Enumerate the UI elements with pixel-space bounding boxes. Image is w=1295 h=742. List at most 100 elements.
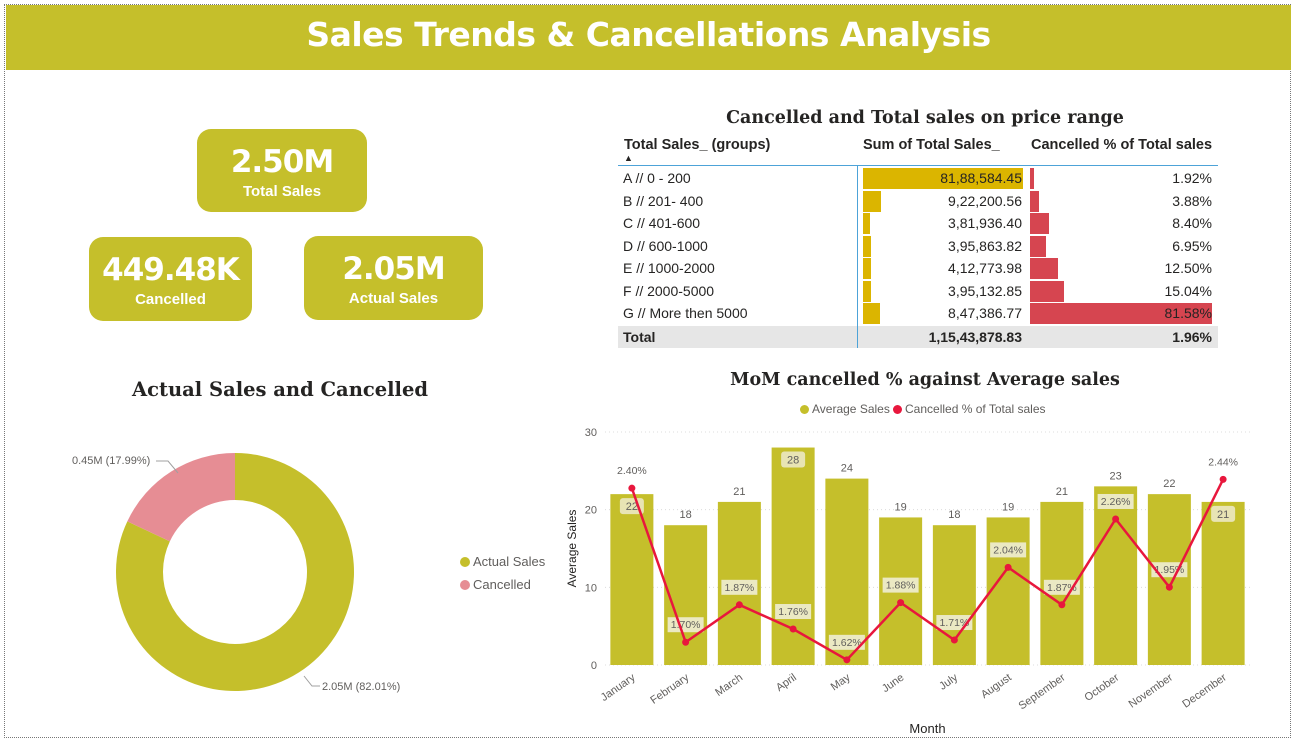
- y-tick-label: 0: [591, 660, 597, 672]
- cancelled-pct-line[interactable]: [630, 478, 1225, 662]
- pct-data-bar: [1030, 280, 1064, 302]
- table-row[interactable]: B // 201- 400 9,22,200.56 3.88%: [618, 190, 1218, 213]
- donut-legend-cancelled[interactable]: Cancelled: [460, 577, 531, 592]
- row-pct-value: 8.40%: [1172, 215, 1212, 231]
- kpi-cancelled-card[interactable]: 449.48K Cancelled: [89, 237, 252, 321]
- donut-slice-actual-sales[interactable]: [115, 453, 354, 691]
- pct-data-bar: [1030, 213, 1049, 234]
- cancelled-pct-point[interactable]: [789, 625, 797, 633]
- price-range-table[interactable]: Total Sales_ (groups) ▲ Sum of Total Sal…: [618, 134, 1218, 348]
- average-sales-bar[interactable]: [1094, 486, 1138, 665]
- average-sales-data-label: 18: [948, 509, 960, 521]
- cancelled-pct-data-label: 1.70%: [671, 619, 701, 631]
- average-sales-bar[interactable]: [825, 478, 869, 665]
- cancelled-pct-point[interactable]: [682, 638, 690, 646]
- table-row[interactable]: D // 600-1000 3,95,863.82 6.95%: [618, 235, 1218, 258]
- data-label-bg: [1097, 493, 1134, 509]
- table-row[interactable]: G // More then 5000 8,47,386.77 81.58%: [618, 302, 1218, 325]
- cancelled-label-leader: [156, 460, 179, 474]
- x-tick-label: September: [1017, 671, 1068, 712]
- x-tick-label: May: [829, 671, 853, 693]
- average-sales-data-label: 28: [787, 455, 799, 467]
- average-sales-data-label: 21: [733, 486, 745, 498]
- data-label-bg: [1151, 562, 1188, 578]
- combo-legend-cancelled-pct[interactable]: Cancelled % of Total sales: [893, 402, 1046, 416]
- data-label-bg: [1211, 505, 1236, 522]
- table-total-row: Total 1,15,43,878.83 1.96%: [618, 326, 1218, 348]
- row-group-label: C // 401-600: [623, 215, 701, 231]
- average-sales-data-label: 19: [895, 501, 907, 513]
- sum-data-bar: [863, 213, 871, 234]
- cancelled-pct-point[interactable]: [950, 636, 958, 644]
- cancelled-pct-point[interactable]: [735, 601, 743, 609]
- legend-dot-cancelled-pct: [893, 405, 902, 414]
- cancelled-pct-point[interactable]: [1165, 583, 1173, 591]
- sum-data-bar: [863, 303, 880, 324]
- cancelled-pct-point[interactable]: [1004, 563, 1012, 571]
- cancelled-pct-data-label: 1.71%: [939, 617, 969, 629]
- average-sales-data-label: 22: [1163, 478, 1175, 490]
- x-tick-label: March: [713, 672, 745, 699]
- average-sales-bar[interactable]: [986, 517, 1030, 665]
- table-row[interactable]: C // 401-600 3,81,936.40 8.40%: [618, 212, 1218, 235]
- y-tick-label: 10: [585, 582, 597, 594]
- pct-data-bar: [1030, 190, 1039, 212]
- average-sales-data-label: 21: [1217, 509, 1229, 521]
- pct-data-bar: [1030, 258, 1058, 279]
- sum-data-bar: [863, 280, 871, 302]
- kpi-actual-sales-label: Actual Sales: [348, 290, 439, 307]
- x-tick-label: February: [648, 671, 691, 706]
- cancelled-pct-point[interactable]: [897, 599, 905, 607]
- row-group-label: G // More then 5000: [623, 305, 748, 321]
- average-sales-bar[interactable]: [610, 494, 654, 665]
- y-tick-label: 20: [585, 505, 597, 517]
- cancelled-pct-point[interactable]: [1112, 515, 1120, 523]
- table-row[interactable]: F // 2000-5000 3,95,132.85 15.04%: [618, 280, 1218, 303]
- combo-legend-average-sales[interactable]: Average Sales: [800, 402, 890, 416]
- mom-combo-chart[interactable]: 0 10 20 30 Average Sales Month 22 2.40% January 1…: [560, 395, 1260, 740]
- table-row[interactable]: A // 0 - 200 81,88,584.45 1.92%: [618, 167, 1218, 190]
- sort-ascending-icon[interactable]: ▲: [624, 153, 633, 163]
- cancelled-pct-point[interactable]: [628, 484, 636, 492]
- cancelled-pct-point[interactable]: [1219, 475, 1227, 483]
- data-label-bg: [775, 604, 812, 620]
- donut-chart[interactable]: 0.45M (17.99%) 2.05M (82.01%): [20, 430, 560, 730]
- column-divider: [857, 166, 858, 348]
- pct-data-bar: [1030, 168, 1035, 189]
- row-pct-value: 1.92%: [1172, 170, 1212, 186]
- kpi-actual-sales-card[interactable]: 2.05M Actual Sales: [304, 236, 483, 320]
- pct-data-bar: [1030, 303, 1212, 324]
- donut-legend-actual[interactable]: Actual Sales: [460, 554, 545, 569]
- row-pct-value: 81.58%: [1164, 305, 1212, 321]
- pct-data-bar: [1030, 235, 1046, 257]
- column-header-sum[interactable]: Sum of Total Sales_: [863, 137, 1000, 153]
- actual-data-label: 2.05M (82.01%): [322, 681, 400, 693]
- cancelled-pct-data-label: 2.26%: [1101, 496, 1131, 508]
- average-sales-data-label: 21: [1056, 486, 1068, 498]
- table-row[interactable]: E // 1000-2000 4,12,773.98 12.50%: [618, 257, 1218, 280]
- cancelled-pct-data-label: 2.44%: [1208, 456, 1238, 468]
- combo-legend-cancelled-pct-label: Cancelled % of Total sales: [905, 402, 1046, 416]
- cancelled-pct-data-label: 2.04%: [993, 544, 1023, 556]
- kpi-total-sales-card[interactable]: 2.50M Total Sales: [197, 129, 367, 212]
- sum-data-bar: [863, 168, 1023, 189]
- cancelled-data-label: 0.45M (17.99%): [72, 455, 150, 467]
- row-pct-value: 15.04%: [1164, 282, 1212, 299]
- row-sum-value: 3,81,936.40: [948, 215, 1022, 231]
- x-tick-label: July: [937, 671, 960, 692]
- column-header-pct[interactable]: Cancelled % of Total sales: [1031, 137, 1213, 153]
- report-canvas: [4, 4, 1291, 738]
- total-sum: 1,15,43,878.83: [928, 329, 1022, 345]
- legend-dot-average-sales: [800, 405, 809, 414]
- average-sales-bar[interactable]: [932, 525, 976, 665]
- donut-slice-cancelled[interactable]: [127, 453, 235, 542]
- row-sum-value: 81,88,584.45: [940, 170, 1022, 186]
- average-sales-bar[interactable]: [1201, 501, 1245, 665]
- x-axis-title: Month: [909, 721, 945, 736]
- cancelled-pct-point[interactable]: [1058, 601, 1066, 609]
- average-sales-bar[interactable]: [1147, 494, 1191, 665]
- average-sales-data-label: 24: [841, 463, 853, 475]
- column-header-groups[interactable]: Total Sales_ (groups): [624, 137, 771, 153]
- cancelled-pct-point[interactable]: [843, 656, 851, 664]
- x-tick-label: June: [880, 672, 906, 696]
